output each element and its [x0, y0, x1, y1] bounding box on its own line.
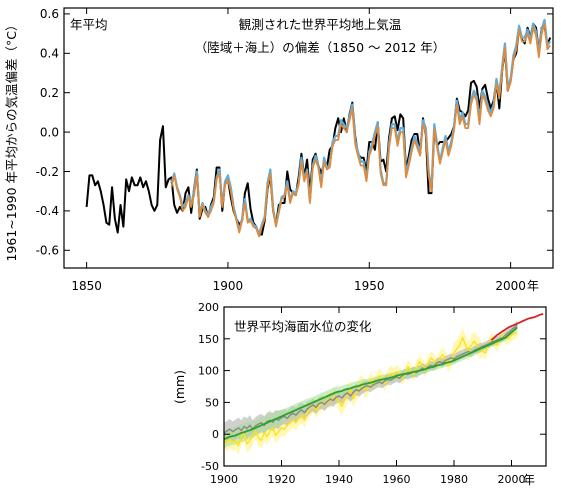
sea-level-y-tick-label: -50 — [201, 460, 219, 473]
sea-level-chart-title: 世界平均海面水位の変化 — [234, 319, 372, 334]
temperature-y-tick-label: -0.4 — [36, 204, 59, 218]
sea-level-y-tick-label: 50 — [205, 396, 219, 409]
sea-level-series-line-2 — [224, 326, 518, 441]
sea-level-plot-frame — [223, 306, 547, 467]
temperature-series-line-0 — [85, 22, 552, 236]
sea-level-y-axis-label: (mm) — [172, 370, 187, 404]
temperature-plot-frame — [63, 7, 554, 269]
sea-level-x-tick-label: 1940 — [325, 473, 353, 486]
temperature-chart-title: 観測された世界平均地上気温 — [239, 17, 402, 32]
temperature-x-tick-label: 2000 — [495, 279, 526, 293]
temperature-series-group — [85, 18, 552, 238]
sea-level-x-tick-label: 2000 — [498, 473, 526, 486]
temperature-chart-subtitle: （陸域＋海上）の偏差（1850 ～ 2012 年） — [195, 40, 446, 55]
temperature-plot-area — [85, 18, 552, 238]
temperature-series-line-2 — [170, 22, 551, 238]
temperature-y-tick-label: 0.2 — [40, 86, 59, 100]
temperature-x-tick-label: 1950 — [354, 279, 385, 293]
sea-level-x-tick-label: 1900 — [210, 473, 238, 486]
sea-level-uncertainty-band-2 — [224, 324, 518, 449]
sea-level-y-tick-label: 0 — [212, 428, 219, 441]
temperature-y-tick-label: -0.6 — [36, 244, 59, 258]
temperature-x-tick-label: 1850 — [71, 279, 102, 293]
temperature-y-axis-label: 1961~1990 年平均からの気温偏差（°C） — [4, 18, 19, 261]
temperature-y-tick-label: 0.0 — [40, 125, 59, 139]
temperature-y-tick-label: -0.2 — [36, 165, 59, 179]
sea-level-x-tick-label: 1960 — [383, 473, 411, 486]
corner-label: 年平均 — [70, 17, 108, 32]
sea-level-y-tick-label: 150 — [198, 333, 219, 346]
temperature-x-unit-label: 年 — [527, 279, 539, 293]
sea-level-chart: 1900 1920 1940 1960 1980 2000-50050100150200 … — [172, 301, 547, 487]
sea-level-plot-area — [224, 313, 544, 455]
temperature-y-tick-label: 0.6 — [40, 7, 59, 21]
sea-level-series-line-3 — [490, 313, 544, 341]
temperature-anomaly-chart: 1850 1900 1950 2000 -0.6 -0.4 -0.2 0.0 0.2 0.4 0.6… — [4, 7, 554, 293]
sea-level-series-group — [224, 313, 544, 455]
sea-level-y-tick-label: 100 — [198, 365, 219, 378]
sea-level-x-tick-label: 1920 — [268, 473, 296, 486]
temperature-axes: 1850 1900 1950 2000 -0.6 -0.4 -0.2 0.0 0.2 0.4 0.6 — [36, 7, 553, 293]
sea-level-axes: 1900 1920 1940 1960 1980 2000 -50 0 50 100 150 200 — [198, 301, 546, 486]
sea-level-x-tick-label: 1980 — [440, 473, 468, 486]
sea-level-y-tick-label: 200 — [198, 301, 219, 314]
sea-level-series-line-1 — [224, 324, 518, 434]
temperature-y-tick-label: 0.4 — [40, 47, 59, 61]
sea-level-x-unit-label: 年 — [523, 473, 535, 487]
temperature-x-tick-label: 1900 — [213, 279, 244, 293]
